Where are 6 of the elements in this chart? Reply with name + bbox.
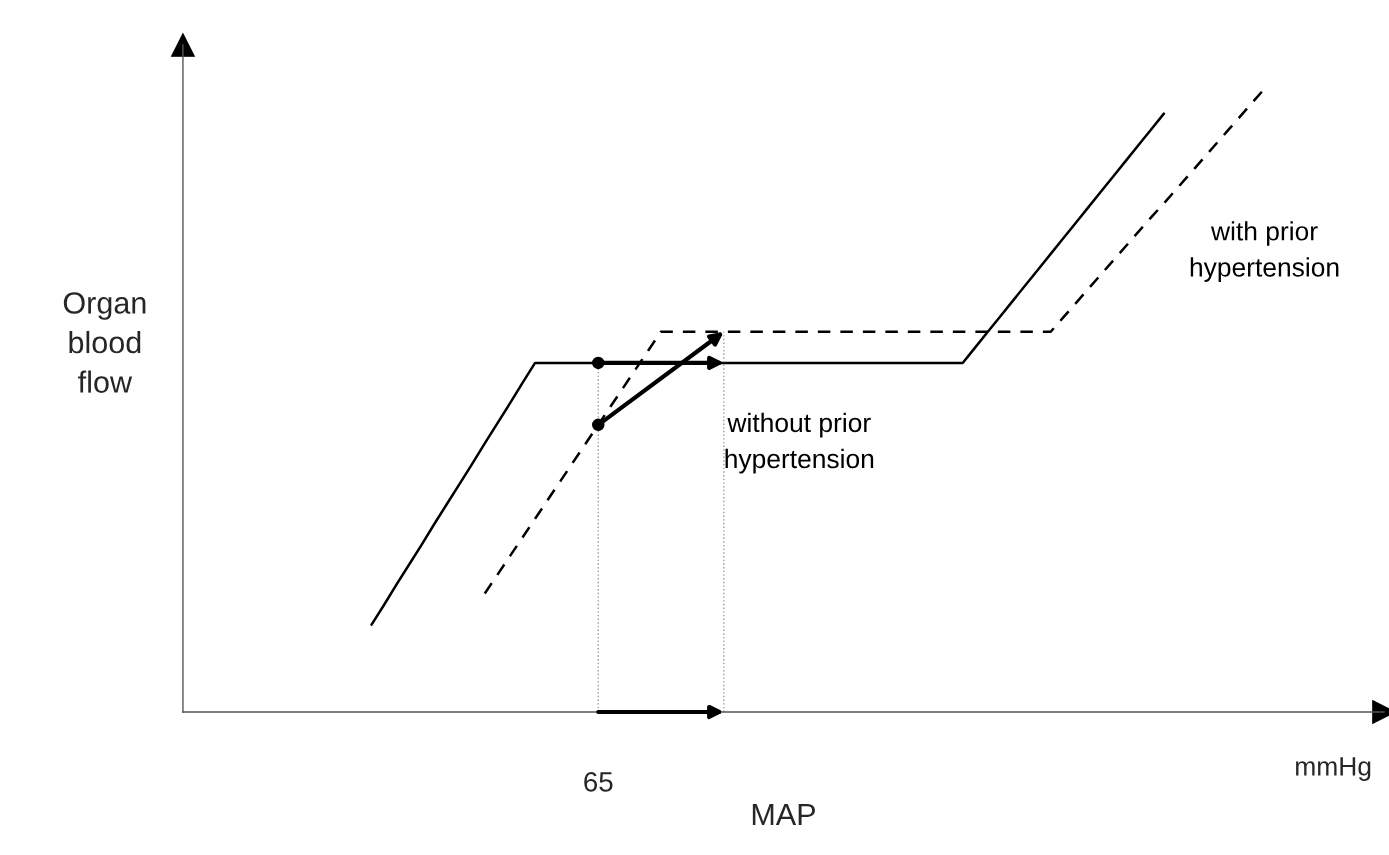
- text: 65: [584, 771, 613, 792]
- series-label: with prior hypertension: [1190, 221, 1339, 282]
- x-axis-title: MAP: [752, 804, 815, 826]
- text: mmHg: [1296, 757, 1371, 781]
- series-label: without prior hypertension: [725, 412, 874, 474]
- y-axis-title: Organ blood flow: [63, 292, 146, 393]
